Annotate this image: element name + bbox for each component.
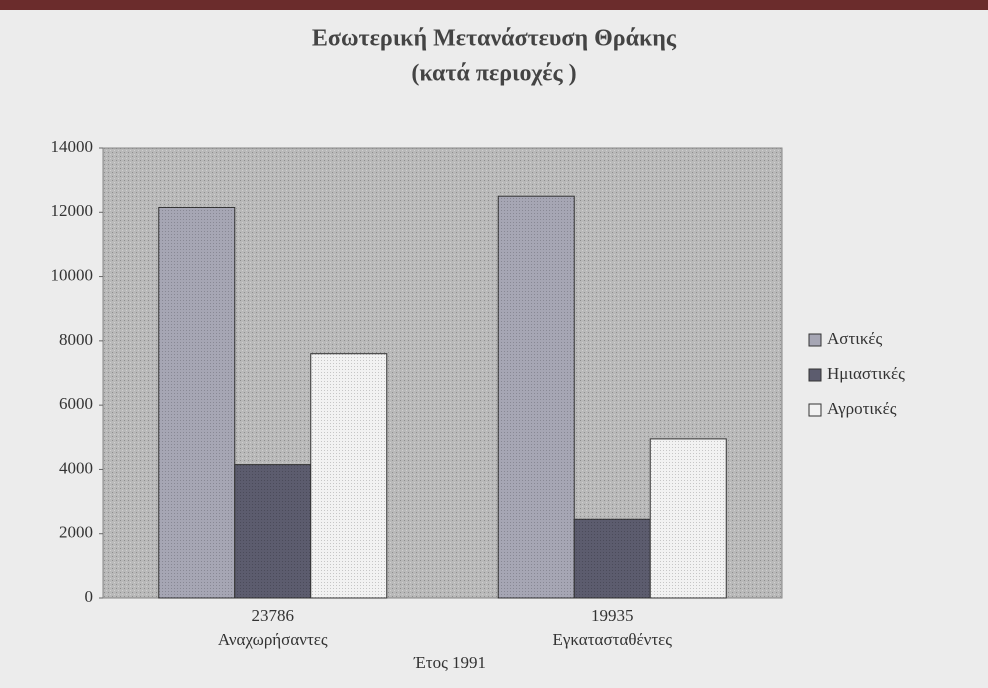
category-total: 23786	[252, 606, 295, 625]
category-total: 19935	[591, 606, 634, 625]
legend-label: Αγροτικές	[827, 399, 897, 418]
y-tick-label: 12000	[51, 201, 94, 220]
legend-swatch	[808, 368, 822, 382]
y-tick-label: 10000	[51, 265, 94, 284]
top-strip	[0, 0, 988, 10]
y-tick-label: 0	[85, 587, 94, 606]
x-axis-title: Έτος 1991	[413, 653, 486, 672]
chart-subtitle: (κατά περιοχές )	[411, 61, 576, 87]
bar-texture	[234, 464, 311, 598]
bar-texture	[498, 196, 575, 598]
legend-swatch	[808, 333, 822, 347]
y-tick-label: 8000	[59, 330, 93, 349]
y-tick-label: 2000	[59, 523, 93, 542]
bar-texture	[158, 207, 235, 598]
y-tick-label: 4000	[59, 458, 93, 477]
legend-label: Αστικές	[827, 329, 883, 348]
bar-texture	[650, 438, 727, 598]
legend-swatch	[808, 403, 822, 417]
y-tick-label: 6000	[59, 394, 93, 413]
bar-texture	[574, 519, 651, 598]
x-tick-label: Εγκατασταθέντες	[552, 630, 672, 649]
chart-title: Εσωτερική Μετανάστευση Θράκης	[312, 26, 677, 52]
y-tick-label: 14000	[51, 137, 94, 156]
x-tick-label: Αναχωρήσαντες	[218, 630, 328, 649]
legend-label: Ημιαστικές	[827, 364, 905, 383]
bar-texture	[310, 353, 387, 598]
